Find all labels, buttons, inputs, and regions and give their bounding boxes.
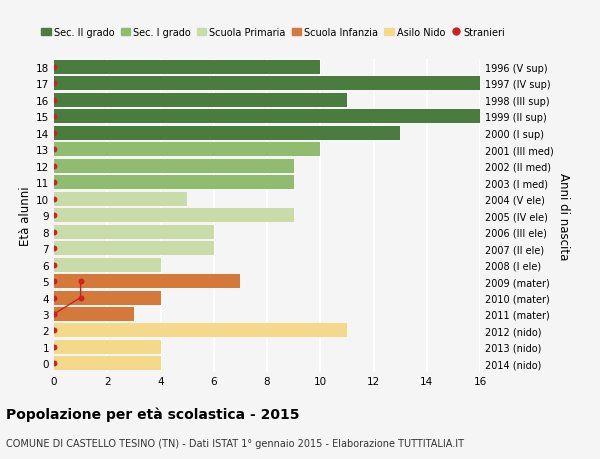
Point: [49, 113, 59, 121]
Point: [49, 360, 59, 367]
Point: [49, 130, 59, 137]
Bar: [54, 274, 241, 288]
Text: Popolazione per età scolastica - 2015: Popolazione per età scolastica - 2015: [6, 406, 299, 421]
Bar: [54, 94, 347, 108]
Bar: [54, 324, 347, 338]
Point: [49, 97, 59, 104]
Bar: [54, 340, 161, 354]
Point: [49, 327, 59, 335]
Point: [76, 294, 85, 302]
Bar: [54, 291, 161, 305]
Point: [49, 64, 59, 72]
Bar: [54, 192, 187, 206]
Point: [49, 343, 59, 351]
Point: [49, 229, 59, 236]
Bar: [54, 209, 293, 223]
Point: [49, 261, 59, 269]
Bar: [54, 127, 400, 140]
Bar: [54, 357, 161, 370]
Point: [49, 196, 59, 203]
Bar: [54, 308, 134, 321]
Point: [49, 311, 59, 318]
Point: [49, 146, 59, 154]
Bar: [54, 241, 214, 256]
Point: [49, 278, 59, 285]
Y-axis label: Età alunni: Età alunni: [19, 186, 32, 246]
Bar: [54, 225, 214, 239]
Bar: [54, 61, 320, 75]
Point: [49, 245, 59, 252]
Point: [49, 294, 59, 302]
Bar: [54, 176, 293, 190]
Bar: [54, 143, 320, 157]
Point: [49, 163, 59, 170]
Point: [49, 311, 59, 318]
Point: [49, 81, 59, 88]
Bar: [54, 159, 293, 174]
Y-axis label: Anni di nascita: Anni di nascita: [557, 172, 570, 259]
Bar: [54, 110, 480, 124]
Bar: [54, 258, 161, 272]
Legend: Sec. II grado, Sec. I grado, Scuola Primaria, Scuola Infanzia, Asilo Nido, Stran: Sec. II grado, Sec. I grado, Scuola Prim…: [38, 24, 509, 42]
Bar: [54, 77, 480, 91]
Point: [49, 179, 59, 186]
Point: [76, 278, 85, 285]
Text: COMUNE DI CASTELLO TESINO (TN) - Dati ISTAT 1° gennaio 2015 - Elaborazione TUTTI: COMUNE DI CASTELLO TESINO (TN) - Dati IS…: [6, 438, 464, 448]
Point: [49, 212, 59, 219]
